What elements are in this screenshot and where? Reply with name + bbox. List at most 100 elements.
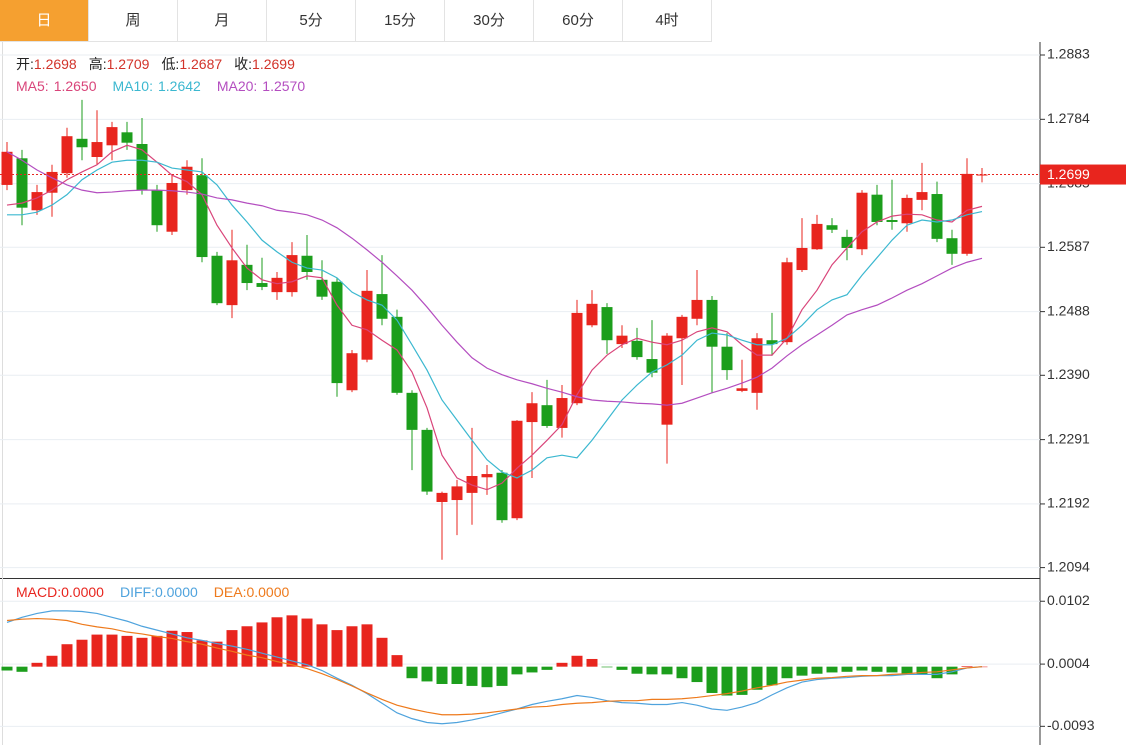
candle-body: [136, 144, 148, 191]
macd-bar: [556, 662, 568, 667]
macd-bar: [646, 666, 658, 675]
period-tabs: 日周月 5分 15分 30分 60分 4时: [0, 0, 712, 42]
period-tab[interactable]: 5分: [267, 0, 356, 42]
macd-bar: [931, 666, 943, 679]
period-tab[interactable]: 日: [0, 0, 89, 42]
candle-body: [541, 405, 553, 426]
macd-bar: [871, 666, 883, 672]
candle-body: [646, 359, 658, 373]
candle-body: [271, 277, 283, 293]
candle-body: [826, 225, 838, 230]
macd-bar: [61, 644, 73, 667]
candle-body: [481, 474, 493, 478]
legend-value: 1.2642: [157, 78, 201, 94]
candle-body: [151, 190, 163, 226]
candle-body: [361, 290, 373, 360]
macd-bar: [826, 666, 838, 673]
ma-line: [7, 159, 983, 479]
macd-bar: [751, 666, 763, 690]
macd-bar: [901, 666, 913, 674]
candle-body: [76, 138, 88, 148]
candle-body: [46, 171, 58, 193]
macd-bar: [406, 666, 418, 679]
candle-body: [16, 158, 28, 208]
macd-bar: [256, 622, 268, 667]
legend-value: 1.2570: [262, 78, 306, 94]
period-tab[interactable]: 30分: [445, 0, 534, 42]
macd-bar: [76, 639, 88, 667]
macd-bar: [91, 634, 103, 667]
macd-bar: [331, 630, 343, 667]
macd-bar: [16, 666, 28, 672]
macd-bar: [766, 666, 778, 686]
candle-body: [961, 173, 973, 254]
candle-body: [181, 166, 193, 191]
candle-body: [331, 281, 343, 384]
period-tab[interactable]: 月: [178, 0, 267, 42]
macd-bar: [1, 666, 13, 671]
candle-body: [121, 132, 133, 143]
macd-bar: [796, 666, 808, 676]
candle-body: [841, 236, 853, 248]
candle-body: [946, 238, 958, 254]
macd-bar: [616, 666, 628, 670]
candle-body: [931, 194, 943, 239]
candle-body: [916, 192, 928, 200]
ma-line: [6, 144, 983, 491]
candle-body: [691, 299, 703, 319]
ohlc-value: 1.2687: [179, 56, 223, 72]
last-price-label: 1.2699: [1047, 166, 1090, 182]
legend-label: DEA:: [213, 584, 247, 600]
candle-body: [106, 127, 118, 146]
candle-body: [406, 392, 418, 430]
candle-body: [781, 262, 793, 343]
candle-body: [571, 312, 583, 404]
candle-body: [706, 299, 718, 347]
macd-bar: [31, 662, 43, 667]
period-tab[interactable]: 60分: [534, 0, 623, 42]
macd-bar: [391, 655, 403, 667]
macd-bar: [361, 624, 373, 667]
macd-bar: [151, 635, 163, 667]
candle-body: [61, 136, 73, 174]
ma-line: [6, 151, 983, 406]
ohlc-label: 低:: [161, 56, 180, 72]
macd-bar: [106, 634, 118, 667]
macd-bar: [271, 617, 283, 667]
ohlc-label: 收:: [234, 56, 253, 72]
candle-body: [301, 255, 313, 272]
macd-bar: [961, 666, 973, 667]
candle-body: [721, 346, 733, 371]
macd-bar: [286, 615, 298, 667]
macd-bar: [571, 655, 583, 667]
period-tab[interactable]: 周: [89, 0, 178, 42]
candle-body: [811, 223, 823, 250]
y-tick-label: 1.2784: [1047, 110, 1090, 126]
ma-legend: MA5: 1.2650 MA10: 1.2642 MA20: 1.2570: [16, 78, 321, 94]
macd-line: [6, 617, 983, 716]
macd-bar: [946, 666, 958, 675]
candle-body: [451, 486, 463, 501]
macd-line: [6, 610, 983, 725]
macd-bar: [436, 666, 448, 684]
candle-body: [31, 192, 43, 211]
macd-bar: [451, 666, 463, 684]
candle-body: [766, 340, 778, 345]
y-tick-label: 0.0004: [1047, 655, 1090, 671]
y-tick-label: 1.2390: [1047, 366, 1090, 382]
last-price-tag: [1040, 164, 1126, 185]
ohlc-label: 开:: [16, 56, 34, 72]
macd-bar: [421, 666, 433, 682]
macd-bar: [496, 666, 508, 686]
period-tab[interactable]: 4时: [623, 0, 712, 42]
macd-bar: [526, 666, 538, 673]
macd-bar: [541, 666, 553, 670]
candle-body: [856, 192, 868, 250]
period-tab[interactable]: 15分: [356, 0, 445, 42]
candle-body: [286, 255, 298, 293]
y-tick-label: 1.2094: [1047, 558, 1090, 574]
candle-body: [796, 247, 808, 271]
candle-body: [631, 340, 643, 358]
macd-bar: [721, 666, 733, 696]
